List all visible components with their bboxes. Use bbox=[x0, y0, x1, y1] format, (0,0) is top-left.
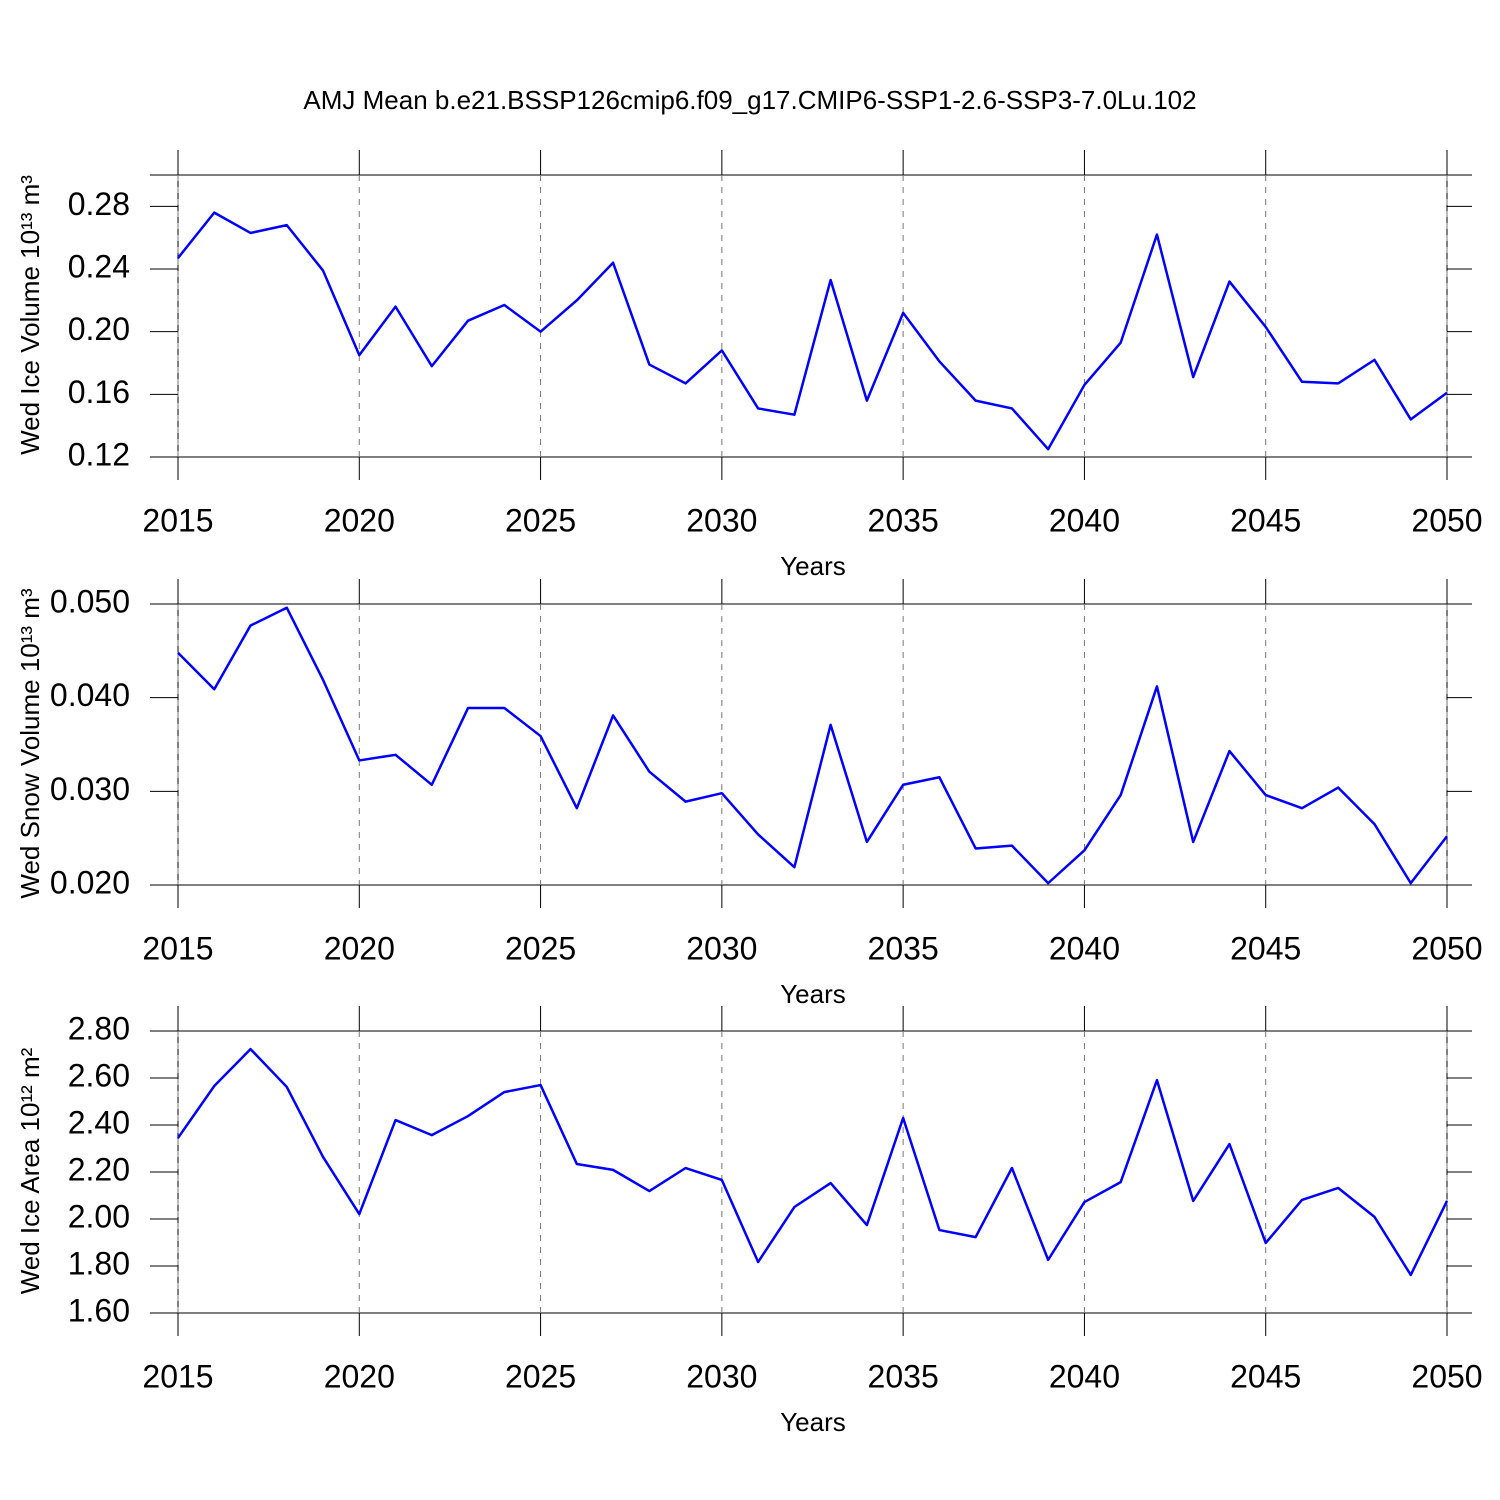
y-tick-label: 0.050 bbox=[50, 583, 130, 619]
y-tick-label: 0.24 bbox=[68, 248, 130, 284]
x-tick-label: 2050 bbox=[1411, 930, 1482, 966]
y-tick-label: 0.040 bbox=[50, 677, 130, 713]
y-tick-label: 2.20 bbox=[68, 1151, 130, 1187]
x-tick-label: 2040 bbox=[1049, 1358, 1120, 1394]
x-tick-label: 2030 bbox=[686, 930, 757, 966]
x-axis-label: Years bbox=[780, 979, 846, 1009]
x-tick-label: 2045 bbox=[1230, 502, 1301, 538]
x-tick-label: 2020 bbox=[324, 502, 395, 538]
y-axis-label: Wed Snow Volume 10¹³ m³ bbox=[15, 588, 45, 899]
x-tick-label: 2030 bbox=[686, 502, 757, 538]
y-axis-label: Wed Ice Volume 10¹³ m³ bbox=[15, 175, 45, 455]
x-tick-label: 2040 bbox=[1049, 502, 1120, 538]
x-tick-label: 2040 bbox=[1049, 930, 1120, 966]
x-tick-label: 2015 bbox=[142, 502, 213, 538]
x-tick-label: 2035 bbox=[868, 502, 939, 538]
y-tick-label: 1.80 bbox=[68, 1245, 130, 1281]
x-tick-label: 2045 bbox=[1230, 1358, 1301, 1394]
data-line bbox=[177, 606, 1448, 885]
x-tick-label: 2045 bbox=[1230, 930, 1301, 966]
y-tick-label: 0.20 bbox=[68, 311, 130, 347]
x-tick-label: 2030 bbox=[686, 1358, 757, 1394]
data-line bbox=[176, 1047, 1449, 1277]
y-tick-label: 2.40 bbox=[68, 1104, 130, 1140]
y-tick-label: 2.80 bbox=[68, 1010, 130, 1046]
x-tick-label: 2050 bbox=[1411, 1358, 1482, 1394]
y-tick-label: 0.12 bbox=[68, 436, 130, 472]
x-tick-label: 2020 bbox=[324, 1358, 395, 1394]
y-tick-label: 0.16 bbox=[68, 374, 130, 410]
x-tick-label: 2025 bbox=[505, 930, 576, 966]
data-line bbox=[177, 211, 1448, 451]
x-tick-label: 2035 bbox=[868, 1358, 939, 1394]
y-tick-label: 2.00 bbox=[68, 1198, 130, 1234]
x-tick-label: 2050 bbox=[1411, 502, 1482, 538]
y-tick-label: 0.28 bbox=[68, 186, 130, 222]
y-tick-label: 0.030 bbox=[50, 771, 130, 807]
y-tick-label: 1.60 bbox=[68, 1292, 130, 1328]
x-axis-label: Years bbox=[780, 1407, 846, 1437]
x-tick-label: 2015 bbox=[142, 1358, 213, 1394]
y-tick-label: 0.020 bbox=[50, 864, 130, 900]
x-tick-label: 2025 bbox=[505, 1358, 576, 1394]
x-tick-label: 2020 bbox=[324, 930, 395, 966]
y-axis-label: Wed Ice Area 10¹² m² bbox=[15, 1047, 45, 1294]
x-tick-label: 2035 bbox=[868, 930, 939, 966]
x-tick-label: 2025 bbox=[505, 502, 576, 538]
x-axis-label: Years bbox=[780, 551, 846, 581]
x-tick-label: 2015 bbox=[142, 930, 213, 966]
y-tick-label: 2.60 bbox=[68, 1057, 130, 1093]
figure-title: AMJ Mean b.e21.BSSP126cmip6.f09_g17.CMIP… bbox=[303, 85, 1196, 115]
